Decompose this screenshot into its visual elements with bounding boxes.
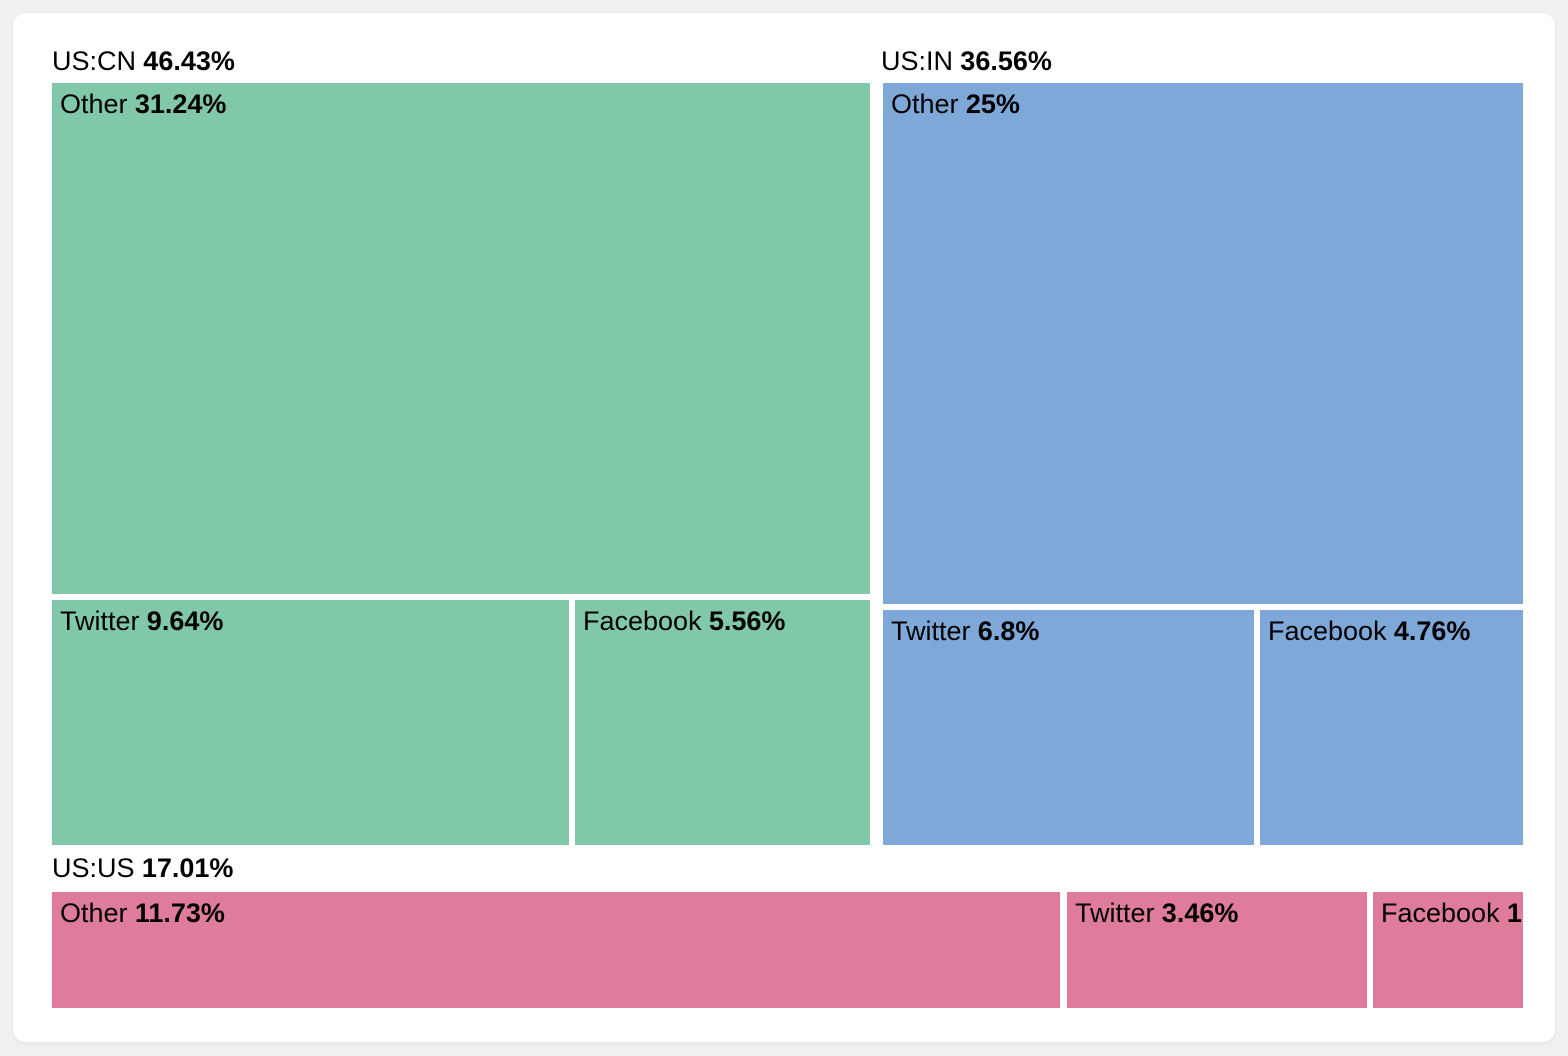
cell-name: Facebook xyxy=(1268,616,1387,646)
cell-percent: 6.8% xyxy=(977,616,1040,646)
cell-percent: 11.73% xyxy=(134,898,225,928)
cell-percent: 5.56% xyxy=(708,606,786,636)
treemap-cell-us-in-twitter[interactable]: Twitter 6.8% xyxy=(883,610,1254,845)
treemap-cell-us-us-other[interactable]: Other 11.73% xyxy=(52,892,1060,1008)
treemap-cell-us-in-facebook[interactable]: Facebook 4.76% xyxy=(1260,610,1523,845)
treemap-cell-us-us-facebook[interactable]: Facebook 1.81% xyxy=(1373,892,1523,1008)
cell-name: Twitter xyxy=(1075,898,1155,928)
treemap-cell-us-in-other[interactable]: Other 25% xyxy=(883,83,1523,604)
group-percent: 36.56% xyxy=(960,46,1052,76)
cell-name: Other xyxy=(60,898,128,928)
cell-percent: 31.24% xyxy=(134,89,227,119)
group-percent: 46.43% xyxy=(143,46,235,76)
cell-percent: 1.81% xyxy=(1506,898,1523,928)
cell-percent: 3.46% xyxy=(1161,898,1239,928)
cell-name: Other xyxy=(60,89,128,119)
group-label-us-cn: US:CN 46.43% xyxy=(52,46,235,77)
group-percent: 17.01% xyxy=(141,853,234,883)
cell-name: Other xyxy=(891,89,959,119)
group-name: US:US xyxy=(52,853,135,883)
cell-percent: 9.64% xyxy=(146,606,224,636)
treemap-cell-us-us-twitter[interactable]: Twitter 3.46% xyxy=(1067,892,1367,1008)
cell-name: Facebook xyxy=(583,606,702,636)
treemap-cell-us-cn-twitter[interactable]: Twitter 9.64% xyxy=(52,600,569,845)
cell-percent: 25% xyxy=(965,89,1020,119)
group-name: US:CN xyxy=(52,46,137,76)
group-name: US:IN xyxy=(881,46,954,76)
cell-name: Twitter xyxy=(60,606,140,636)
cell-name: Twitter xyxy=(891,616,971,646)
group-label-us-in: US:IN 36.56% xyxy=(881,46,1052,77)
treemap-cell-us-cn-facebook[interactable]: Facebook 5.56% xyxy=(575,600,870,845)
treemap-cell-us-cn-other[interactable]: Other 31.24% xyxy=(52,83,870,594)
cell-percent: 4.76% xyxy=(1393,616,1471,646)
group-label-us-us: US:US 17.01% xyxy=(52,853,233,884)
cell-name: Facebook xyxy=(1381,898,1500,928)
